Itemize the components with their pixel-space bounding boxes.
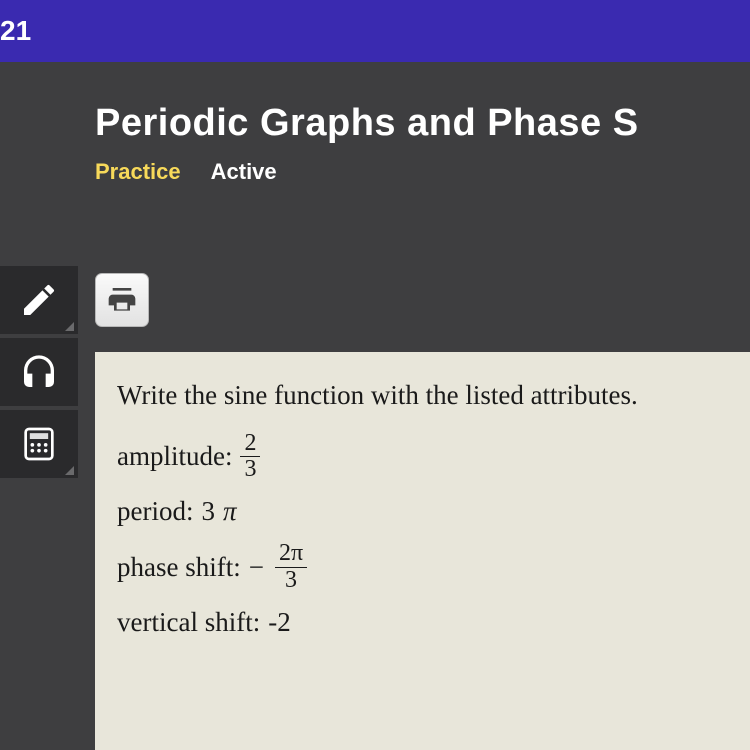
phase-shift-fraction: 2π 3	[275, 541, 307, 592]
vertical-shift-row: vertical shift: -2	[117, 607, 722, 638]
pencil-icon	[19, 280, 59, 320]
print-button[interactable]	[95, 273, 149, 327]
phase-shift-numerator: 2π	[275, 541, 307, 567]
amplitude-fraction: 2 3	[240, 431, 260, 482]
tab-row: Practice Active	[95, 159, 750, 185]
amplitude-numerator: 2	[240, 431, 260, 457]
phase-shift-label: phase shift:	[117, 552, 241, 583]
tool-rail	[0, 266, 78, 478]
print-icon	[106, 284, 138, 316]
corner-indicator	[65, 466, 74, 475]
vertical-shift-value: -2	[268, 607, 291, 638]
pencil-tool-button[interactable]	[0, 266, 78, 334]
period-pi: π	[223, 496, 237, 527]
amplitude-row: amplitude: 2 3	[117, 431, 722, 482]
corner-indicator	[65, 322, 74, 331]
top-banner: 21	[0, 0, 750, 62]
period-label: period:	[117, 496, 193, 527]
question-prompt: Write the sine function with the listed …	[117, 380, 722, 411]
period-row: period: 3π	[117, 496, 722, 527]
period-value: 3	[201, 496, 215, 527]
header: Periodic Graphs and Phase S Practice Act…	[0, 62, 750, 185]
headphones-icon	[19, 352, 59, 392]
calculator-icon	[19, 424, 59, 464]
tab-practice[interactable]: Practice	[95, 159, 181, 185]
phase-shift-sign: −	[249, 552, 264, 583]
headphones-tool-button[interactable]	[0, 338, 78, 406]
phase-shift-denominator: 3	[281, 568, 301, 593]
question-content: Write the sine function with the listed …	[95, 352, 750, 750]
toolbar	[95, 266, 149, 334]
calculator-tool-button[interactable]	[0, 410, 78, 478]
amplitude-denominator: 3	[240, 457, 260, 482]
page-title: Periodic Graphs and Phase S	[95, 102, 750, 145]
vertical-shift-label: vertical shift:	[117, 607, 260, 638]
amplitude-label: amplitude:	[117, 441, 232, 472]
tab-active[interactable]: Active	[211, 159, 277, 185]
phase-shift-row: phase shift: − 2π 3	[117, 541, 722, 592]
banner-number: 21	[0, 15, 31, 47]
